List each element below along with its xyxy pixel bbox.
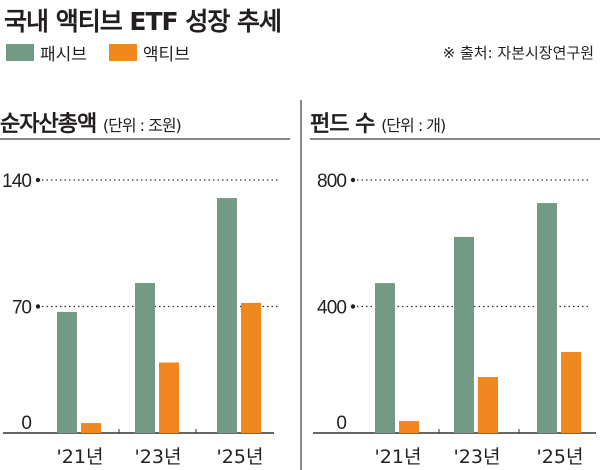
tick-dot [35, 177, 41, 183]
panel-unit: (단위 : 조원) [102, 116, 182, 135]
x-tick-label: '25년 [217, 446, 264, 468]
bar-passive [454, 236, 474, 433]
panel-title: 펀드 수 [310, 112, 375, 137]
tick-dot [350, 177, 356, 183]
bar-active [159, 362, 179, 433]
bar-passive [375, 283, 395, 433]
x-tick-label: '23년 [135, 446, 182, 468]
y-tick-label: 0 [21, 413, 32, 434]
bar-active [561, 352, 581, 433]
panel-divider [300, 100, 302, 470]
x-tick-label: '21년 [375, 446, 422, 468]
legend-label-passive: 패시브 [40, 45, 87, 65]
panel-header-fund-count: 펀드 수 (단위 : 개) [310, 100, 600, 140]
panel-title: 순자산총액 [0, 112, 97, 137]
y-tick-label: 0 [336, 413, 347, 434]
bar-active [399, 420, 419, 433]
source-note: ※ 출처: 자본시장연구원 [442, 44, 594, 62]
y-tick-label: 400 [317, 298, 347, 319]
y-tick-label: 140 [2, 171, 32, 192]
chart-title: 국내 액티브 ETF 성장 추세 [4, 7, 282, 36]
bar-passive [135, 283, 155, 433]
panel-header-net-assets: 순자산총액 (단위 : 조원) [0, 100, 290, 140]
bar-passive [537, 203, 557, 433]
legend-item-passive: 패시브 [6, 40, 87, 65]
bar-active [241, 302, 261, 433]
legend-swatch-passive [6, 44, 34, 61]
bar-active [81, 423, 101, 433]
tick-dot [35, 304, 41, 309]
legend-label-active: 액티브 [142, 45, 190, 65]
legend-item-active: 액티브 [108, 40, 190, 65]
x-tick-label: '25년 [537, 446, 584, 468]
y-tick-label: 800 [317, 171, 347, 192]
legend: 패시브 액티브 [6, 40, 212, 65]
legend-swatch-active [108, 44, 137, 61]
panel-unit: (단위 : 개) [381, 116, 446, 135]
y-tick-label: 70 [12, 298, 32, 319]
tick-dot [350, 304, 356, 309]
bar-passive [57, 311, 77, 433]
x-tick-label: '21년 [57, 446, 104, 468]
bar-active [478, 377, 498, 433]
bar-passive [217, 198, 237, 433]
x-tick-label: '23년 [454, 446, 501, 468]
